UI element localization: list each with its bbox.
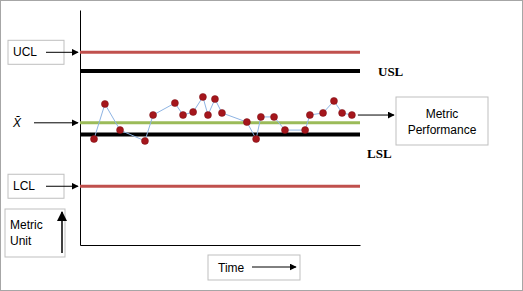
reference-line bbox=[80, 69, 360, 73]
series-label: MetricPerformance bbox=[408, 107, 477, 137]
data-point bbox=[211, 96, 218, 103]
reference-label: USL bbox=[378, 64, 404, 79]
data-point bbox=[348, 112, 355, 119]
data-point bbox=[302, 127, 309, 134]
label-box bbox=[208, 255, 300, 280]
data-point bbox=[253, 136, 260, 143]
data-point bbox=[320, 109, 327, 116]
frame bbox=[1, 1, 523, 291]
axis-line bbox=[81, 245, 361, 246]
data-point bbox=[204, 112, 211, 119]
reference-label: UCL bbox=[13, 45, 37, 59]
axis-line bbox=[80, 11, 81, 246]
data-point bbox=[117, 127, 124, 134]
reference-line bbox=[80, 51, 360, 54]
x-axis-title: Time bbox=[218, 261, 245, 275]
data-point bbox=[257, 113, 264, 120]
data-point bbox=[339, 109, 346, 116]
y-axis-title: MetricUnit bbox=[10, 218, 43, 248]
y-axis bbox=[80, 11, 81, 246]
data-point bbox=[171, 100, 178, 107]
series-line bbox=[94, 97, 352, 141]
data-point bbox=[190, 108, 197, 115]
data-point bbox=[150, 112, 157, 119]
data-point bbox=[281, 127, 288, 134]
label-arrow bbox=[46, 186, 78, 187]
data-point bbox=[91, 136, 98, 143]
data-point bbox=[243, 119, 250, 126]
reference-line bbox=[80, 185, 360, 188]
axis-title-arrow bbox=[252, 267, 296, 268]
data-point bbox=[306, 112, 313, 119]
x-axis bbox=[81, 245, 361, 246]
data-point bbox=[218, 109, 225, 116]
data-point bbox=[199, 93, 206, 100]
label-box bbox=[5, 209, 65, 257]
axis-title-arrow bbox=[61, 212, 63, 253]
reference-line bbox=[80, 121, 360, 124]
data-point bbox=[271, 113, 278, 120]
label-arrow bbox=[46, 52, 78, 53]
label-arrow bbox=[34, 122, 78, 123]
reference-label: LSL bbox=[367, 146, 392, 161]
data-point bbox=[180, 112, 187, 119]
plot-area bbox=[80, 52, 360, 186]
data-point bbox=[101, 101, 108, 108]
reference-label: X̄ bbox=[12, 116, 22, 130]
reference-label: LCL bbox=[13, 179, 35, 193]
label-arrow bbox=[358, 115, 394, 116]
chart: UCL USL X̄ LSL LCL MetricPerformance MetricUni… bbox=[0, 0, 523, 291]
label-box bbox=[396, 97, 488, 145]
data-point bbox=[330, 97, 337, 104]
data-point bbox=[141, 137, 148, 144]
